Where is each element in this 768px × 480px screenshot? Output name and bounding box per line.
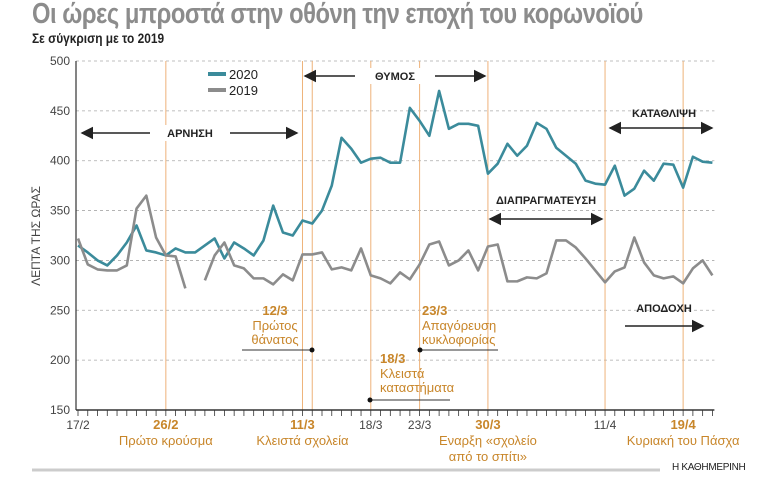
callout-label: Κλειστά xyxy=(380,366,425,381)
x-tick-label: 26/2 xyxy=(153,417,178,432)
event-label: Πρώτο κρούσμα xyxy=(119,433,213,448)
callout-date: 12/3 xyxy=(262,303,287,318)
y-tick-label: 350 xyxy=(50,204,70,218)
x-tick-label: 17/2 xyxy=(66,418,90,432)
event-label: από το σπίτι» xyxy=(449,449,527,464)
source-credit: Η ΚΑΘΗΜΕΡΙΝΗ xyxy=(672,462,746,473)
event-label: Κλειστά σχολεία xyxy=(256,433,349,448)
chart-subtitle: Σε σύγκριση με το 2019 xyxy=(32,30,165,46)
callout-dot xyxy=(309,347,315,353)
callout-label: κυκλοφορίας xyxy=(422,332,495,347)
x-tick-label: 18/3 xyxy=(359,418,383,432)
callout-dot xyxy=(367,397,373,403)
phase-label-bg xyxy=(150,125,230,141)
y-tick-label: 200 xyxy=(50,353,70,367)
callout-dot xyxy=(417,347,423,353)
series-2020-line xyxy=(77,89,713,267)
event-label: Εναρξη «σχολείο xyxy=(439,433,537,448)
phase-label: ΔΙΑΠΡΑΓΜΑΤΕΥΣΗ xyxy=(496,195,596,207)
chart-title: Οι ώρες μπροστά στην οθόνη την εποχή του… xyxy=(32,0,643,30)
callout-date: 23/3 xyxy=(422,303,447,318)
series-2019-line xyxy=(76,194,187,289)
y-axis-label: ΛΕΠΤΑ ΤΗΣ ΩΡΑΣ xyxy=(29,186,43,286)
y-tick-label: 450 xyxy=(50,104,70,118)
y-tick-label: 300 xyxy=(50,253,70,267)
y-tick-label: 250 xyxy=(50,303,70,317)
y-tick-label: 150 xyxy=(50,403,70,417)
series-2019-line xyxy=(203,236,714,286)
y-tick-label: 400 xyxy=(50,154,70,168)
phase-label: ΚΑΤΑΘΛΙΨΗ xyxy=(632,108,696,120)
callout-label: Πρώτος xyxy=(252,318,297,333)
callout-date: 18/3 xyxy=(380,351,405,366)
callout-label: καταστήματα xyxy=(380,380,455,395)
x-tick-label: 23/3 xyxy=(408,418,432,432)
x-tick-label: 11/4 xyxy=(594,418,617,432)
callout-label: Απαγόρευση xyxy=(422,318,496,333)
y-tick-label: 500 xyxy=(50,54,70,68)
x-tick-label: 19/4 xyxy=(670,417,696,432)
phase-label: ΑΡΝΗΣΗ xyxy=(167,128,213,140)
legend-label-2020: 2020 xyxy=(229,67,258,82)
phase-label-bg xyxy=(355,68,435,84)
phase-label: ΑΠΟΔΟΧΗ xyxy=(636,303,692,315)
event-label: Κυριακή του Πάσχα xyxy=(627,433,740,448)
x-tick-label: 11/3 xyxy=(290,417,315,432)
x-tick-label: 30/3 xyxy=(475,417,500,432)
callout-label: θάνατος xyxy=(251,332,298,347)
legend-label-2019: 2019 xyxy=(229,83,258,98)
phase-label: ΘΥΜΟΣ xyxy=(375,71,415,83)
